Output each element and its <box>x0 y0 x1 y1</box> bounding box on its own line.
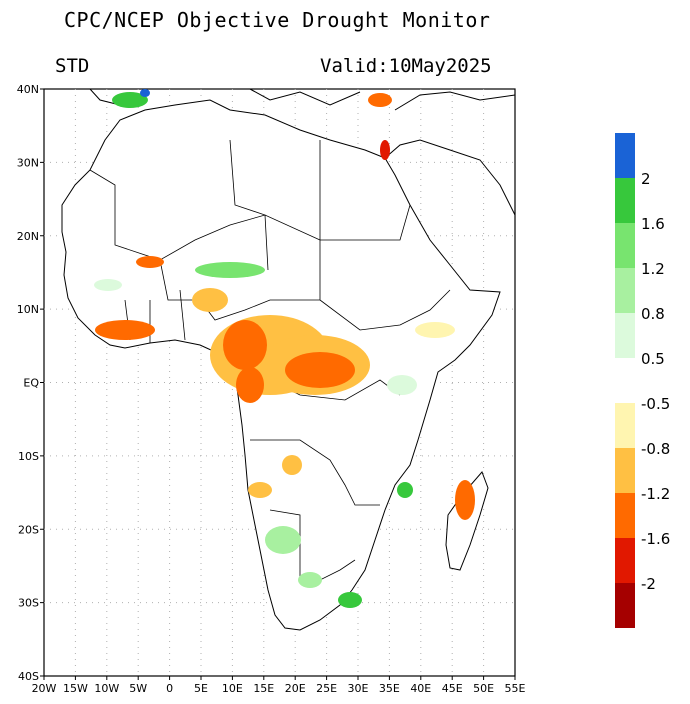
map-title: CPC/NCEP Objective Drought Monitor <box>64 8 491 32</box>
colorbar-wet-box <box>615 178 635 223</box>
y-tick-label: 20N <box>17 230 39 243</box>
colorbar-dry-box <box>615 583 635 628</box>
colorbar-dry-box <box>615 448 635 493</box>
colorbar-wet-box <box>615 268 635 313</box>
wet-anomaly-patches <box>94 89 417 608</box>
colorbar-dry-label: -0.5 <box>641 395 670 413</box>
variable-label: STD <box>55 55 90 77</box>
y-tick-labels: 40N 30N 20N 10N EQ 10S 20S 30S 40S <box>17 83 44 683</box>
x-tick-label: 45E <box>442 682 463 695</box>
x-tick-label: 15W <box>63 682 88 695</box>
x-tick-label: 30E <box>348 682 369 695</box>
x-tick-label: 20W <box>32 682 57 695</box>
y-tick-label: EQ <box>23 377 39 390</box>
y-tick-label: 20S <box>18 523 39 536</box>
x-tick-labels: 20W 15W 10W 5W 0 5E 10E 15E 20E 25E 30E 35E 40E 45E 50… <box>32 676 526 695</box>
colorbar-dry-label: -1.6 <box>641 530 670 548</box>
colorbar-wet-label: 2 <box>641 170 651 188</box>
y-tick-label: 40S <box>18 670 39 683</box>
madagascar <box>445 471 489 571</box>
y-tick-label: 40N <box>17 83 39 96</box>
arabia-coast <box>384 91 516 216</box>
colorbar-wet-box <box>615 133 635 178</box>
x-tick-label: 10W <box>94 682 119 695</box>
colorbar-dry-box <box>615 403 635 448</box>
x-tick-label: 10E <box>222 682 243 695</box>
valid-date: Valid:10May2025 <box>320 55 492 77</box>
x-tick-label: 55E <box>505 682 526 695</box>
colorbar-wet-label: 1.2 <box>641 260 665 278</box>
colorbar-dry-label: -0.8 <box>641 440 670 458</box>
colorbar-wet-label: 0.8 <box>641 305 665 323</box>
colorbar-legend: 2 1.6 1.2 0.8 0.5 -0.5 -0.8 -1.2 -1.6 -2 <box>615 133 670 628</box>
x-tick-label: 25E <box>316 682 337 695</box>
colorbar-wet-box <box>615 313 635 358</box>
x-tick-label: 5W <box>129 682 147 695</box>
colorbar-wet-box <box>615 223 635 268</box>
colorbar-wet-label: 0.5 <box>641 350 665 368</box>
x-tick-label: 40E <box>410 682 431 695</box>
y-tick-label: 30S <box>18 597 39 610</box>
colorbar-dry-box <box>615 538 635 583</box>
x-tick-label: 35E <box>379 682 400 695</box>
y-tick-label: 30N <box>17 156 39 169</box>
colorbar-dry-label: -1.2 <box>641 485 670 503</box>
x-tick-label: 15E <box>253 682 274 695</box>
europe-coast <box>89 88 361 106</box>
y-tick-label: 10N <box>17 303 39 316</box>
colorbar-dry-box <box>615 493 635 538</box>
x-tick-label: 20E <box>285 682 306 695</box>
x-tick-label: 5E <box>194 682 208 695</box>
y-tick-label: 10S <box>18 450 39 463</box>
x-tick-label: 50E <box>473 682 494 695</box>
colorbar-dry-label: -2 <box>641 575 656 593</box>
dry-anomaly-patches <box>95 93 475 520</box>
x-tick-label: 0 <box>166 682 173 695</box>
colorbar-wet-label: 1.6 <box>641 215 665 233</box>
